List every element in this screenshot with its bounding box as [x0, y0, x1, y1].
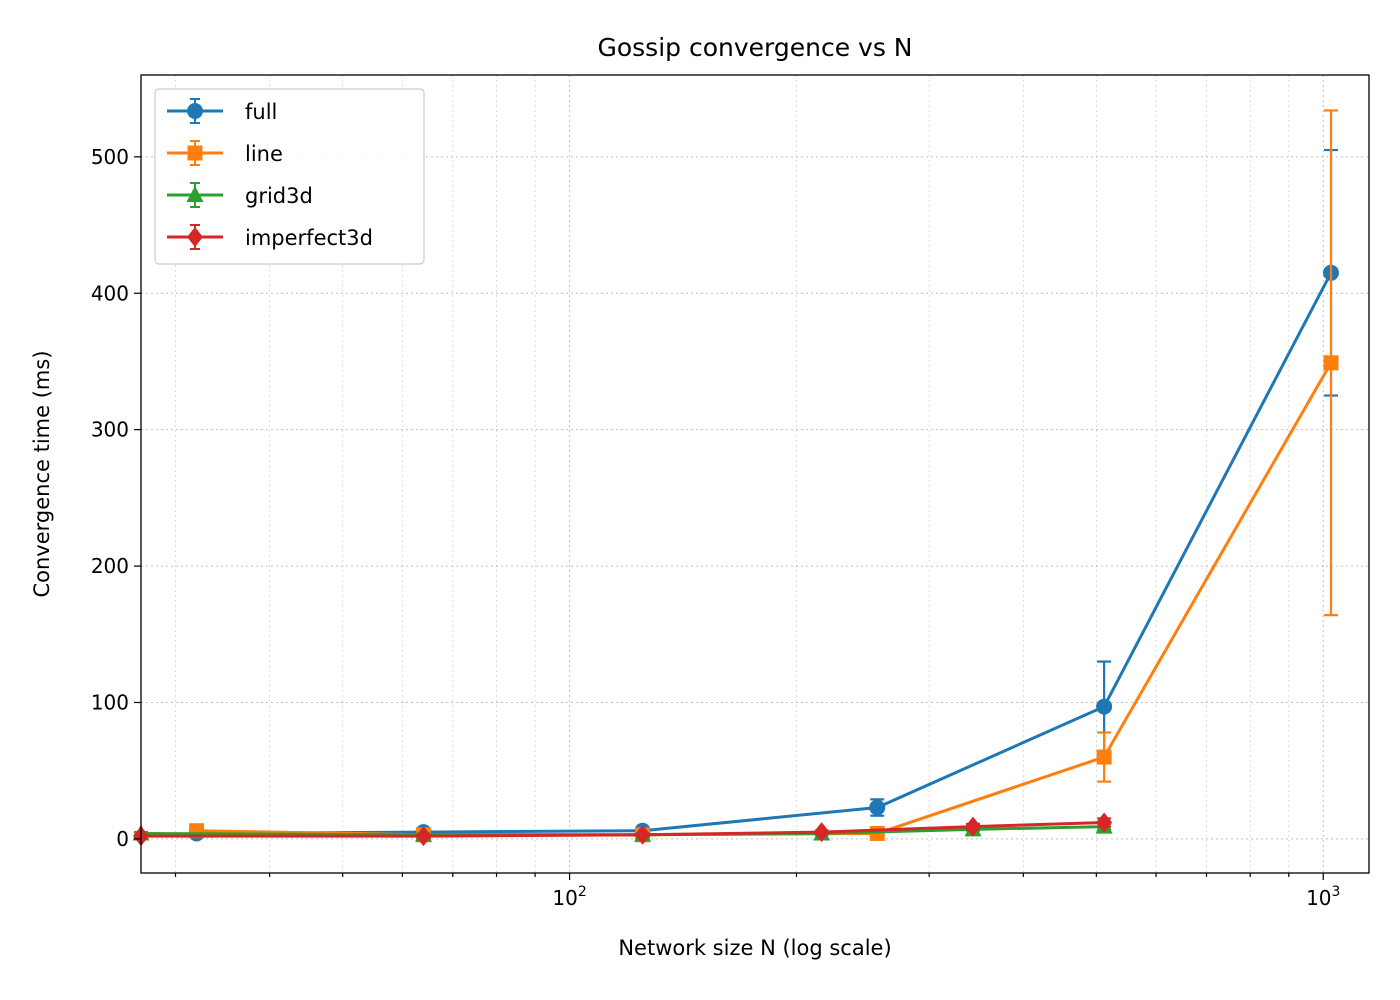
- legend-entry-full: full: [167, 98, 277, 124]
- legend-label: imperfect3d: [245, 226, 373, 250]
- data-point-full: [869, 799, 886, 816]
- data-point-imperfect3d: [813, 822, 830, 843]
- grid: [141, 75, 1369, 873]
- data-point-imperfect3d: [415, 826, 432, 847]
- legend-marker: [186, 186, 204, 202]
- x-tick-label: 102: [552, 884, 586, 910]
- data-point-line: [1096, 749, 1112, 765]
- x-tick-label: 103: [1306, 884, 1340, 910]
- y-tick-label: 400: [91, 281, 129, 305]
- data-point-imperfect3d: [634, 824, 651, 845]
- series-line-imperfect3d: [141, 821, 1105, 838]
- x-axis-label: Network size N (log scale): [618, 936, 891, 960]
- data-point-line: [1323, 355, 1339, 371]
- data-point-imperfect3d: [1096, 812, 1113, 833]
- axis-ticks: 102 103 0 100 200 300 400 500: [91, 145, 1341, 910]
- legend: full line grid3d imperfect3d: [154, 88, 425, 265]
- y-tick-label: 0: [116, 827, 129, 851]
- legend-marker: [187, 103, 203, 119]
- plot-series: [132, 109, 1340, 847]
- legend-marker: [187, 145, 203, 161]
- plot-frame: [140, 74, 1370, 874]
- y-tick-label: 200: [91, 554, 129, 578]
- legend-label: grid3d: [245, 184, 313, 208]
- y-tick-label: 300: [91, 418, 129, 442]
- legend-label: line: [245, 142, 283, 166]
- series-line-full: [196, 272, 1333, 835]
- legend-entry-grid3d: grid3d: [167, 182, 313, 208]
- chart-title: Gossip convergence vs N: [597, 33, 912, 62]
- y-tick-label: 100: [91, 690, 129, 714]
- legend-label: full: [245, 100, 277, 124]
- legend-entry-line: line: [167, 140, 283, 166]
- y-axis-label: Convergence time (ms): [30, 350, 54, 597]
- y-tick-label: 500: [91, 145, 129, 169]
- data-point-imperfect3d: [965, 816, 982, 837]
- legend-box: [154, 88, 425, 265]
- legend-entry-imperfect3d: imperfect3d: [167, 224, 373, 250]
- data-point-full: [1096, 698, 1113, 715]
- legend-marker: [187, 227, 203, 247]
